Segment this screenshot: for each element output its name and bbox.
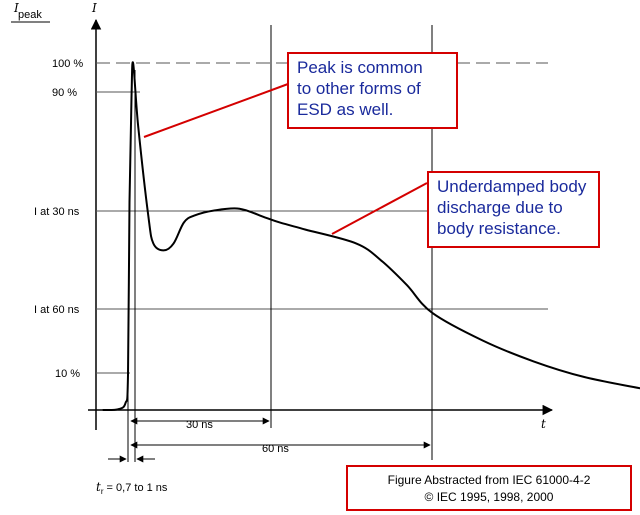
discharge-current-curve (102, 61, 640, 412)
discharge-annotation-line: body resistance. (437, 219, 561, 238)
dim-30ns-label: 30 ns (186, 419, 213, 431)
ytick-30ns: I at 30 ns (34, 206, 80, 218)
peak-annotation-line: Peak is common (297, 58, 423, 77)
x-axis-symbol: t (541, 417, 546, 431)
ytick-100: 100 % (52, 58, 83, 70)
peak-annotation-line: ESD as well. (297, 100, 394, 119)
peak-annotation-line: to other forms of (297, 79, 421, 98)
discharge-annotation-line: Underdamped body (437, 177, 587, 196)
figure-credit: Figure Abstracted from IEC 61000-4-2 © I… (346, 465, 632, 511)
rise-time-text: = 0,7 to 1 ns (104, 482, 168, 494)
rise-time-label: tr = 0,7 to 1 ns (96, 480, 168, 496)
ytick-90: 90 % (52, 87, 77, 99)
y-axis-sub: peak (18, 9, 42, 21)
ytick-60ns: I at 60 ns (34, 304, 80, 316)
dim-60ns-label: 60 ns (262, 443, 289, 455)
y-axis-symbol: I (13, 1, 19, 15)
peak-leader-line (143, 83, 289, 138)
y-tick-labels: 100 % 90 % I at 30 ns I at 60 ns 10 % (34, 58, 83, 380)
discharge-annotation: Underdamped body discharge due to body r… (427, 171, 600, 248)
discharge-annotation-line: discharge due to (437, 198, 563, 217)
ytick-10: 10 % (55, 368, 80, 380)
peak-annotation: Peak is common to other forms of ESD as … (287, 52, 458, 129)
y-axis-symbol-right: I (91, 1, 97, 15)
credit-line-2: © IEC 1995, 1998, 2000 (424, 490, 554, 504)
discharge-leader-line (331, 182, 428, 235)
rise-time-symbol: t (96, 480, 101, 494)
rise-time-sub: r (101, 487, 104, 496)
credit-line-1: Figure Abstracted from IEC 61000-4-2 (387, 473, 591, 487)
